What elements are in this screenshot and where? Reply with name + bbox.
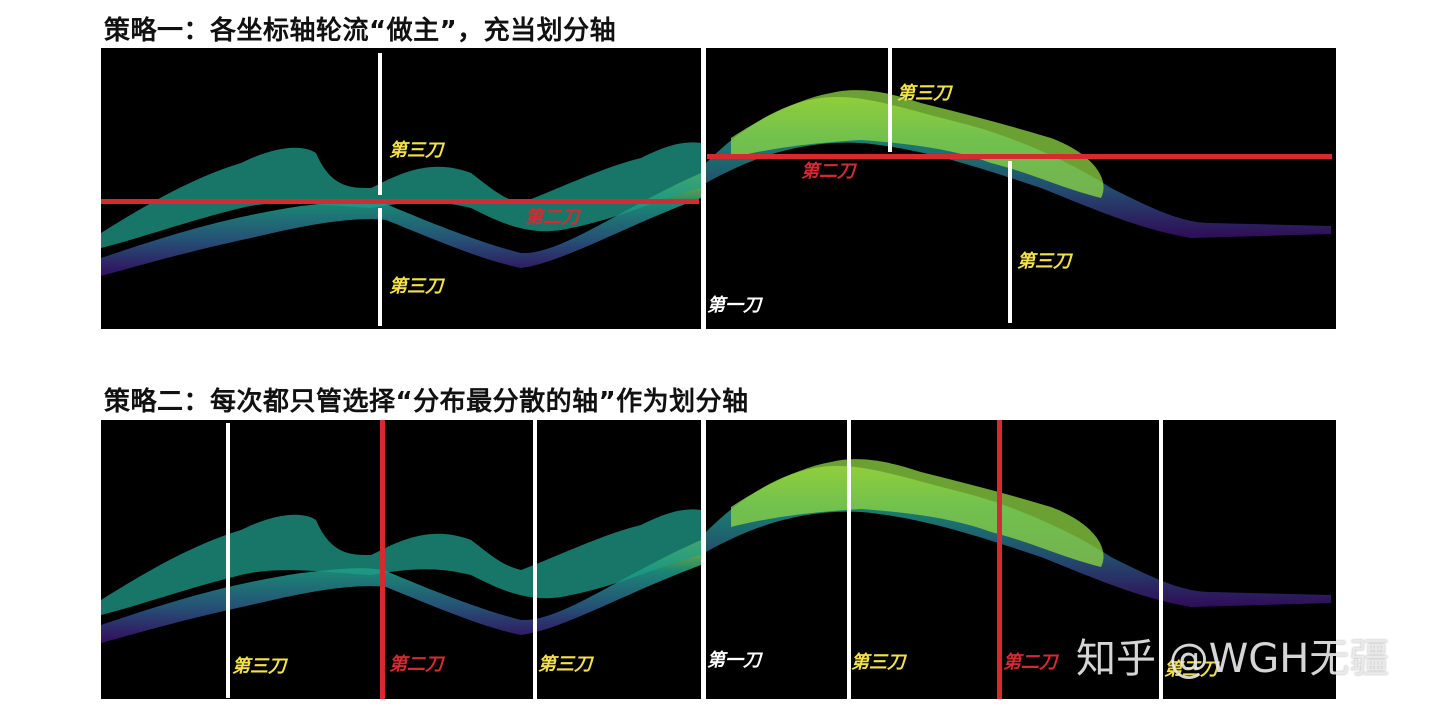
third-cut-label-4: 第三刀	[1164, 659, 1221, 680]
watermark: 知乎 @WGH无疆	[1076, 636, 1390, 682]
third-cut-line-3	[847, 420, 851, 699]
first-cut-label: 第一刀	[707, 295, 764, 316]
third-cut-label-4: 第三刀	[1017, 251, 1074, 272]
strategy1-diagram: 第一刀 第二刀 第二刀 第三刀 第三刀 第三刀 第三刀	[101, 48, 1332, 329]
point-cloud	[101, 90, 1331, 276]
strategy2-title: 策略二：每次都只管选择“分布最分散的轴”作为划分轴	[104, 387, 749, 417]
second-cut-line-left	[380, 420, 385, 699]
first-cut-line	[701, 420, 706, 699]
third-cut-label-3: 第三刀	[897, 83, 954, 104]
second-cut-line-right	[997, 420, 1002, 699]
second-cut-label-left: 第二刀	[389, 654, 446, 675]
third-cut-line-4	[1008, 161, 1012, 323]
strategy2-diagram: 第一刀 第二刀 第二刀 第三刀 第三刀 第三刀 第三刀	[101, 420, 1331, 699]
third-cut-label-3: 第三刀	[851, 652, 908, 673]
third-cut-label-2: 第三刀	[389, 276, 446, 297]
third-cut-line-2	[378, 208, 382, 326]
third-cut-label-2: 第三刀	[538, 654, 595, 675]
third-cut-label-1: 第三刀	[232, 656, 289, 677]
second-cut-line-left	[101, 199, 699, 204]
third-cut-line-4	[1159, 420, 1163, 699]
point-cloud	[101, 459, 1331, 643]
second-cut-label-right: 第二刀	[801, 161, 858, 182]
third-cut-label-1: 第三刀	[389, 140, 446, 161]
strategy2-panel: 第一刀 第二刀 第二刀 第三刀 第三刀 第三刀 第三刀	[101, 420, 1336, 699]
strategy1-title: 策略一：各坐标轴轮流“做主”，充当划分轴	[104, 16, 617, 46]
first-cut-line	[701, 48, 706, 329]
third-cut-line-1	[378, 53, 382, 195]
first-cut-label: 第一刀	[707, 650, 764, 671]
second-cut-line-right	[707, 154, 1332, 159]
second-cut-label-left: 第二刀	[525, 207, 582, 228]
strategy1-panel: 第一刀 第二刀 第二刀 第三刀 第三刀 第三刀 第三刀	[101, 48, 1336, 329]
second-cut-label-right: 第二刀	[1003, 652, 1060, 673]
third-cut-line-2	[533, 420, 537, 699]
third-cut-line-1	[226, 423, 230, 698]
third-cut-line-3	[888, 48, 892, 152]
